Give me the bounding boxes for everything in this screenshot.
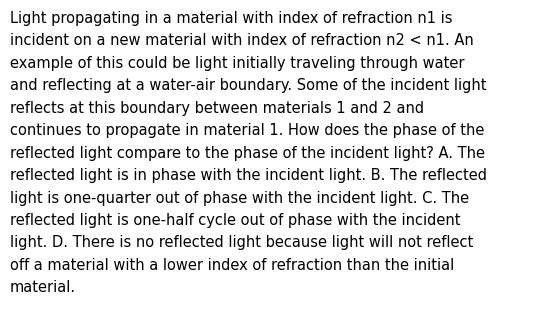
Text: light. D. There is no reflected light because light will not reflect: light. D. There is no reflected light be… bbox=[10, 236, 473, 251]
Text: Light propagating in a material with index of refraction n1 is: Light propagating in a material with ind… bbox=[10, 11, 453, 26]
Text: continues to propagate in material 1. How does the phase of the: continues to propagate in material 1. Ho… bbox=[10, 123, 484, 138]
Text: reflected light compare to the phase of the incident light? A. The: reflected light compare to the phase of … bbox=[10, 146, 485, 161]
Text: reflected light is one-half cycle out of phase with the incident: reflected light is one-half cycle out of… bbox=[10, 213, 460, 228]
Text: light is one-quarter out of phase with the incident light. C. The: light is one-quarter out of phase with t… bbox=[10, 191, 469, 206]
Text: material.: material. bbox=[10, 280, 76, 295]
Text: example of this could be light initially traveling through water: example of this could be light initially… bbox=[10, 56, 465, 71]
Text: and reflecting at a water-air boundary. Some of the incident light: and reflecting at a water-air boundary. … bbox=[10, 78, 487, 93]
Text: reflects at this boundary between materials 1 and 2 and: reflects at this boundary between materi… bbox=[10, 101, 424, 116]
Text: off a material with a lower index of refraction than the initial: off a material with a lower index of ref… bbox=[10, 258, 454, 273]
Text: reflected light is in phase with the incident light. B. The reflected: reflected light is in phase with the inc… bbox=[10, 168, 487, 183]
Text: incident on a new material with index of refraction n2 < n1. An: incident on a new material with index of… bbox=[10, 34, 474, 48]
